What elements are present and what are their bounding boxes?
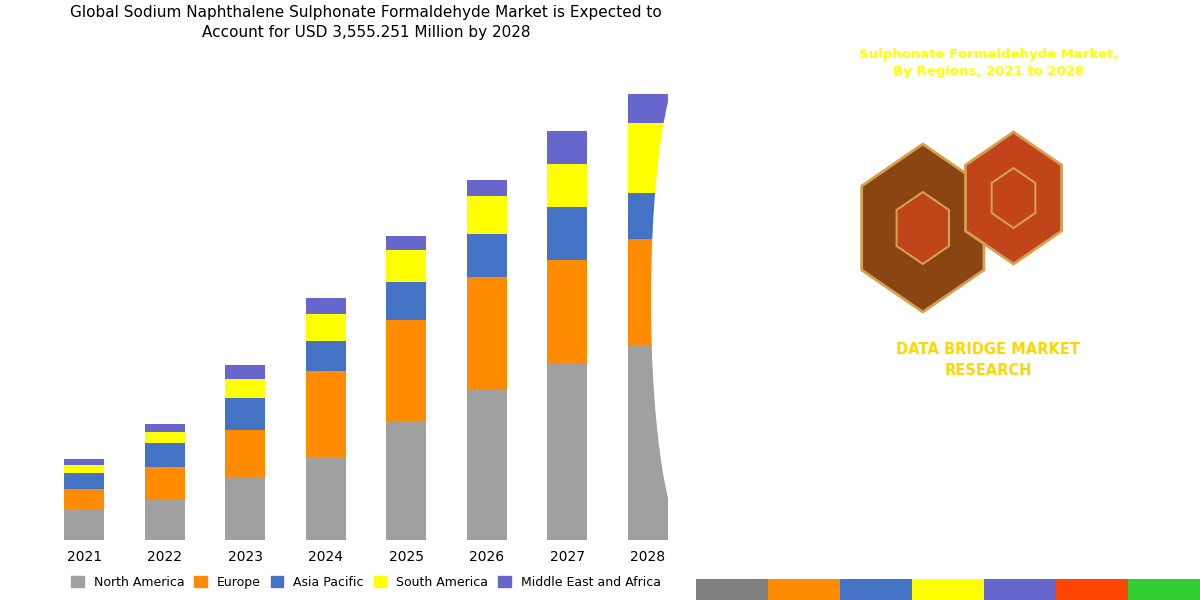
Bar: [386, 422, 426, 540]
Bar: [912, 579, 984, 600]
Bar: [984, 579, 1056, 600]
Bar: [467, 389, 506, 540]
Bar: [467, 180, 506, 196]
Text: DATA BRIDGE MARKET
RESEARCH: DATA BRIDGE MARKET RESEARCH: [896, 342, 1080, 378]
Bar: [768, 579, 840, 600]
Polygon shape: [862, 144, 984, 312]
Bar: [306, 341, 346, 371]
Bar: [145, 443, 185, 467]
Bar: [628, 239, 668, 346]
Bar: [226, 430, 265, 478]
Bar: [306, 371, 346, 457]
Bar: [145, 500, 185, 540]
Bar: [306, 314, 346, 341]
Polygon shape: [896, 192, 949, 264]
Bar: [386, 250, 426, 282]
Bar: [226, 398, 265, 430]
Bar: [64, 465, 104, 473]
Bar: [1056, 579, 1128, 600]
Bar: [696, 579, 768, 600]
Bar: [547, 131, 587, 164]
Ellipse shape: [620, 45, 772, 555]
Bar: [386, 236, 426, 250]
Bar: [64, 489, 104, 511]
Bar: [306, 457, 346, 540]
Bar: [386, 282, 426, 320]
Bar: [547, 206, 587, 260]
Bar: [628, 124, 668, 193]
Bar: [386, 320, 426, 422]
Text: Sulphonate Formaldehyde Market,
By Regions, 2021 to 2028: Sulphonate Formaldehyde Market, By Regio…: [859, 48, 1118, 78]
Bar: [64, 460, 104, 465]
Bar: [145, 467, 185, 500]
Bar: [145, 424, 185, 433]
Bar: [226, 379, 265, 398]
Title: Global Sodium Naphthalene Sulphonate Formaldehyde Market is Expected to
Account : Global Sodium Naphthalene Sulphonate For…: [70, 5, 662, 40]
Bar: [547, 362, 587, 540]
Bar: [64, 473, 104, 489]
Bar: [306, 298, 346, 314]
Bar: [628, 94, 668, 124]
Bar: [145, 433, 185, 443]
Bar: [64, 511, 104, 540]
Bar: [840, 579, 912, 600]
Bar: [467, 277, 506, 389]
Bar: [547, 164, 587, 206]
Bar: [547, 260, 587, 362]
Polygon shape: [966, 132, 1062, 264]
Bar: [628, 193, 668, 239]
Bar: [467, 196, 506, 233]
Bar: [1128, 579, 1200, 600]
Polygon shape: [991, 168, 1036, 228]
Bar: [226, 478, 265, 540]
Legend: North America, Europe, Asia Pacific, South America, Middle East and Africa: North America, Europe, Asia Pacific, Sou…: [66, 571, 666, 594]
Bar: [628, 346, 668, 540]
Bar: [467, 233, 506, 277]
Bar: [226, 365, 265, 379]
